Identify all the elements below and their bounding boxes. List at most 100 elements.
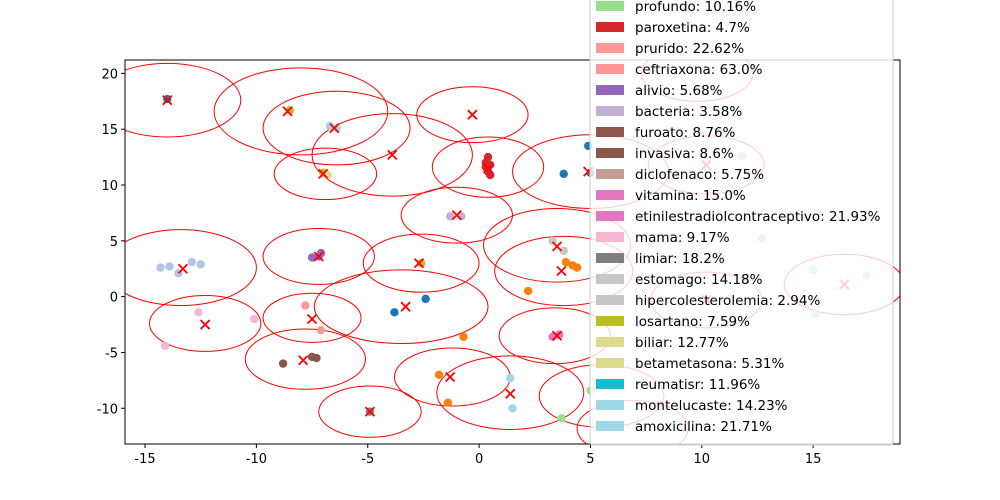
- x-tick-label: 0: [475, 452, 483, 467]
- data-point: [156, 263, 165, 272]
- data-point: [332, 123, 341, 133]
- center-marker: [282, 106, 293, 117]
- center-marker: [298, 355, 309, 366]
- legend-entry: hipercolesterolemia: 2.94%: [596, 293, 820, 309]
- data-point: [557, 414, 566, 423]
- legend-label: etinilestradiolcontraceptivo: 21.93%: [635, 209, 881, 225]
- cluster-circle: [262, 90, 411, 166]
- legend-entry: limiar: 18.2%: [596, 251, 725, 267]
- center-marker-stroke: [551, 241, 563, 252]
- legend-entry: montelucaste: 14.23%: [596, 398, 788, 414]
- legend-swatch: [596, 274, 624, 284]
- legend-entry: bacteria: 3.58%: [596, 104, 742, 120]
- legend: profundo: 10.16% paroxetina: 4.7% prurido:…: [589, 0, 894, 446]
- x-tick-label: 15: [805, 452, 822, 467]
- legend-entry: ceftriaxona: 63.0%: [596, 62, 763, 78]
- legend-swatch: [596, 1, 624, 11]
- cluster-circle: [262, 228, 375, 285]
- legend-label: vitamina: 15.0%: [635, 188, 746, 204]
- data-point: [459, 332, 468, 342]
- legend-swatch: [596, 316, 624, 326]
- cluster-circle: [416, 86, 529, 144]
- x-tick-label: -5: [361, 452, 374, 467]
- legend-swatch: [596, 400, 624, 410]
- legend-label: profundo: 10.16%: [635, 0, 756, 15]
- y-tick-label: 15: [101, 123, 118, 138]
- center-marker: [482, 163, 494, 174]
- data-point: [443, 398, 453, 407]
- cluster-circle: [273, 147, 378, 201]
- legend-swatch: [596, 64, 624, 74]
- center-marker-stroke: [318, 168, 329, 179]
- data-point: [508, 404, 517, 413]
- data-point: [445, 212, 455, 221]
- legend-swatch: [596, 85, 624, 95]
- center-marker: [162, 95, 173, 106]
- cluster-circle: [213, 67, 389, 156]
- data-point: [486, 170, 495, 180]
- legend-swatch: [596, 106, 624, 116]
- legend-label: montelucaste: 14.23%: [635, 398, 788, 414]
- center-marker-stroke: [482, 163, 494, 174]
- x-axis: -15 -10 -5 0 5 10 15: [134, 444, 821, 467]
- data-point: [160, 341, 170, 350]
- legend-swatch: [596, 358, 624, 368]
- center-marker: [551, 330, 563, 341]
- legend-entry: vitamina: 15.0%: [596, 188, 746, 204]
- data-point: [307, 253, 317, 262]
- legend-entry: reumatisr: 11.96%: [596, 377, 760, 393]
- legend-label: limiar: 18.2%: [635, 251, 725, 267]
- center-marker-stroke: [556, 265, 567, 277]
- center-marker-stroke: [200, 319, 211, 330]
- legend-entry: losartano: 7.59%: [596, 314, 750, 330]
- x-tick-label: -15: [134, 452, 155, 467]
- cluster-circle: [436, 355, 585, 430]
- data-point: [196, 260, 205, 269]
- y-tick-label: 20: [101, 67, 118, 82]
- legend-swatch: [596, 148, 624, 158]
- cluster-circle: [313, 269, 489, 345]
- legend-entry: amoxicilina: 21.71%: [596, 419, 772, 435]
- legend-swatch: [596, 22, 624, 32]
- data-point: [416, 258, 426, 268]
- legend-label: reumatisr: 11.96%: [635, 377, 760, 393]
- data-point: [559, 169, 568, 179]
- cluster-circle: [431, 136, 545, 198]
- cluster-circle: [400, 186, 513, 244]
- center-marker-stroke: [177, 263, 189, 274]
- legend-swatch: [596, 295, 624, 305]
- data-point: [316, 325, 326, 335]
- x-tick-label: 10: [694, 452, 711, 467]
- center-marker: [556, 265, 567, 277]
- data-point: [301, 301, 310, 310]
- center-marker: [400, 301, 411, 312]
- legend-entry: estomago: 14.18%: [596, 272, 763, 288]
- cluster-circle: [125, 62, 242, 138]
- center-marker: [177, 263, 189, 274]
- data-point: [194, 308, 203, 317]
- center-marker: [445, 371, 456, 383]
- cluster-circle: [148, 295, 262, 352]
- center-marker-stroke: [467, 109, 478, 120]
- center-marker: [505, 388, 516, 399]
- center-marker: [329, 122, 340, 134]
- legend-swatch: [596, 190, 624, 200]
- center-marker: [318, 168, 329, 179]
- legend-entry: betametasona: 5.31%: [596, 356, 784, 372]
- data-point: [390, 308, 399, 317]
- center-marker-stroke: [387, 149, 398, 161]
- cluster-circle: [244, 328, 367, 390]
- cluster-circle: [362, 233, 480, 293]
- data-point: [278, 359, 288, 368]
- center-marker: [387, 149, 398, 161]
- cluster-circle: [311, 113, 473, 197]
- center-marker-stroke: [445, 371, 456, 383]
- data-point: [249, 314, 259, 324]
- cluster-circle: [125, 229, 257, 307]
- legend-entry: etinilestradiolcontraceptivo: 21.93%: [596, 209, 881, 225]
- legend-label: ceftriaxona: 63.0%: [635, 62, 763, 78]
- legend-entry: prurido: 22.62%: [596, 41, 744, 57]
- center-marker-stroke: [400, 301, 411, 312]
- legend-label: losartano: 7.59%: [635, 314, 750, 330]
